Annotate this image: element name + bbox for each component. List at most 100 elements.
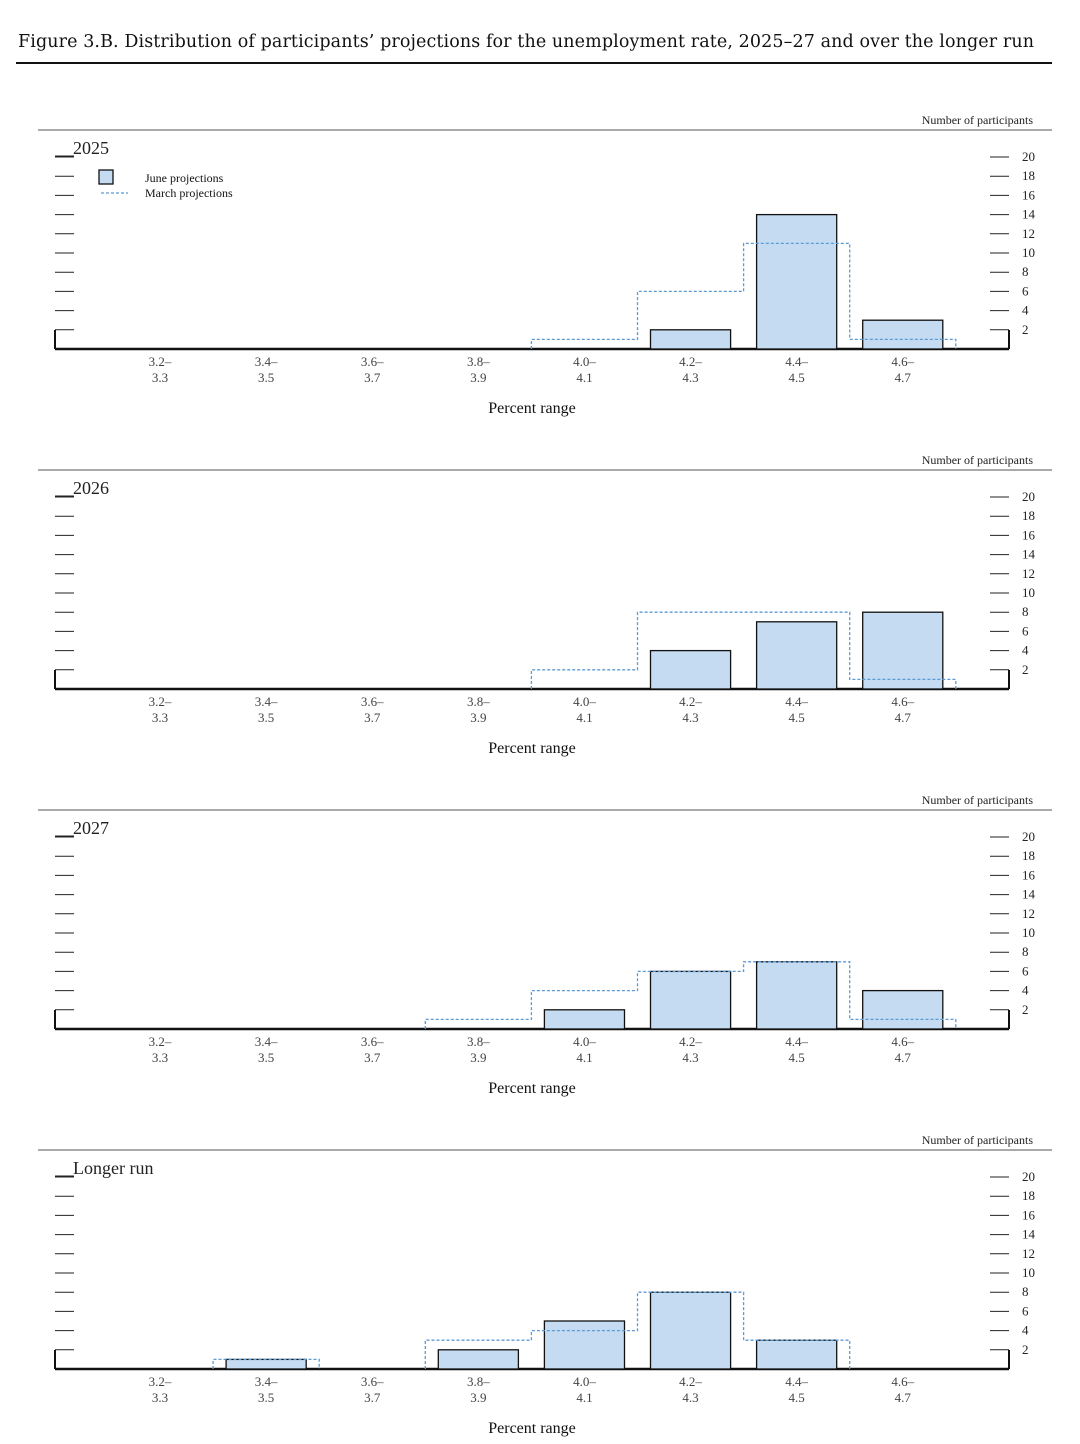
panel-title: 2025 [73, 138, 109, 158]
x-tick-label: 3.3 [152, 1390, 168, 1405]
y-tick-label: 18 [1022, 508, 1035, 523]
y-tick-label: 4 [1022, 303, 1029, 318]
x-tick-label: 3.2– [149, 1374, 172, 1389]
x-tick-label: 3.8– [467, 694, 490, 709]
june-bar [225, 1358, 307, 1370]
june-bar [755, 213, 838, 350]
x-tick-label: 4.2– [679, 354, 702, 369]
june-bar [543, 1320, 626, 1370]
x-tick-label: 4.0– [573, 694, 596, 709]
june-bar [862, 611, 944, 690]
x-tick-label: 3.7 [364, 1390, 381, 1405]
legend-march-label: March projections [145, 186, 233, 200]
march-step-outline [424, 961, 957, 1029]
y-tick-label: 16 [1022, 527, 1036, 542]
x-tick-label: 3.4– [255, 1034, 278, 1049]
title-rule [16, 62, 1052, 64]
y-tick-label: 6 [1022, 623, 1029, 638]
y-tick-label: 18 [1022, 1188, 1035, 1203]
june-bar [755, 961, 838, 1030]
x-tick-label: 3.5 [258, 1390, 274, 1405]
x-tick-label: 4.6– [891, 354, 914, 369]
x-tick-label: 3.2– [149, 694, 172, 709]
x-tick-label: 3.4– [255, 354, 278, 369]
legend-june-label: June projections [145, 171, 224, 185]
x-tick-label: 4.2– [679, 1374, 702, 1389]
june-bar [755, 1339, 838, 1370]
x-tick-label: 4.7 [895, 1050, 912, 1065]
chart-panel-1: Number of participants 2026 2 4 6 8 10 12 14 16 18… [38, 453, 1052, 757]
june-bar [862, 319, 944, 350]
x-tick-label: 4.5 [789, 370, 805, 385]
x-tick-label: 4.2– [679, 1034, 702, 1049]
x-tick-label: 3.7 [364, 1050, 381, 1065]
x-tick-label: 3.6– [361, 1374, 384, 1389]
y-tick-label: 6 [1022, 283, 1029, 298]
x-tick-label: 3.3 [152, 1050, 168, 1065]
x-tick-label: 4.4– [785, 354, 808, 369]
x-tick-label: 4.3 [682, 1390, 698, 1405]
panel-title: Longer run [73, 1158, 153, 1178]
y-axis-label: Number of participants [922, 113, 1034, 127]
y-axis-label: Number of participants [922, 1133, 1034, 1147]
chart-panel-2: Number of participants 2027 2 4 6 8 10 12 14 16 18… [38, 793, 1052, 1097]
x-tick-label: 3.9 [470, 370, 486, 385]
x-tick-label: 3.3 [152, 370, 168, 385]
x-tick-label: 4.4– [785, 1374, 808, 1389]
y-tick-label: 8 [1022, 944, 1029, 959]
x-tick-label: 4.6– [891, 1374, 914, 1389]
y-tick-label: 12 [1022, 906, 1035, 921]
x-tick-label: 3.9 [470, 1050, 486, 1065]
y-tick-label: 10 [1022, 1265, 1035, 1280]
chart-panel-3: Number of participants Longer run 2 4 6 8 10 12… [38, 1133, 1052, 1437]
x-tick-label: 4.3 [682, 1050, 698, 1065]
y-tick-label: 4 [1022, 1323, 1029, 1338]
x-tick-label: 3.7 [364, 370, 381, 385]
y-tick-label: 12 [1022, 226, 1035, 241]
y-tick-label: 20 [1022, 149, 1035, 164]
x-tick-label: 4.0– [573, 1034, 596, 1049]
x-tick-label: 3.2– [149, 354, 172, 369]
x-tick-label: 4.5 [789, 710, 805, 725]
legend-june-swatch [98, 169, 114, 185]
y-axis-label: Number of participants [922, 453, 1034, 467]
x-tick-label: 4.6– [891, 694, 914, 709]
y-tick-label: 16 [1022, 1207, 1036, 1222]
y-tick-label: 2 [1022, 322, 1029, 337]
june-bar [649, 970, 732, 1030]
x-tick-label: 4.1 [576, 370, 592, 385]
panel-title: 2027 [73, 818, 109, 838]
y-tick-label: 10 [1022, 585, 1035, 600]
june-bar [649, 649, 732, 690]
x-axis-label: Percent range [488, 400, 576, 417]
y-tick-label: 10 [1022, 925, 1035, 940]
y-tick-label: 14 [1022, 547, 1036, 562]
june-bar [649, 329, 732, 350]
chart-panel-0: Number of participants 2025 2 4 6 8 10 12 14 16 18… [38, 113, 1052, 417]
x-axis-label: Percent range [488, 1420, 576, 1437]
x-tick-label: 4.2– [679, 694, 702, 709]
x-tick-label: 3.6– [361, 694, 384, 709]
x-tick-label: 4.3 [682, 370, 698, 385]
y-axis-label: Number of participants [922, 793, 1034, 807]
y-tick-label: 8 [1022, 604, 1029, 619]
y-tick-label: 12 [1022, 1246, 1035, 1261]
june-bar [862, 989, 944, 1030]
x-tick-label: 3.5 [258, 710, 274, 725]
y-tick-label: 2 [1022, 662, 1029, 677]
march-step-outline [212, 1291, 851, 1369]
x-tick-label: 4.3 [682, 710, 698, 725]
y-tick-label: 12 [1022, 566, 1035, 581]
y-tick-label: 14 [1022, 887, 1036, 902]
x-tick-label: 4.7 [895, 1390, 912, 1405]
x-axis-label: Percent range [488, 1080, 576, 1097]
y-tick-label: 6 [1022, 963, 1029, 978]
panel-title: 2026 [73, 478, 109, 498]
x-tick-label: 3.9 [470, 710, 486, 725]
x-tick-label: 3.7 [364, 710, 381, 725]
x-tick-label: 4.6– [891, 1034, 914, 1049]
y-tick-label: 20 [1022, 829, 1035, 844]
june-bar [437, 1349, 520, 1370]
y-tick-label: 2 [1022, 1342, 1029, 1357]
x-tick-label: 4.7 [895, 710, 912, 725]
